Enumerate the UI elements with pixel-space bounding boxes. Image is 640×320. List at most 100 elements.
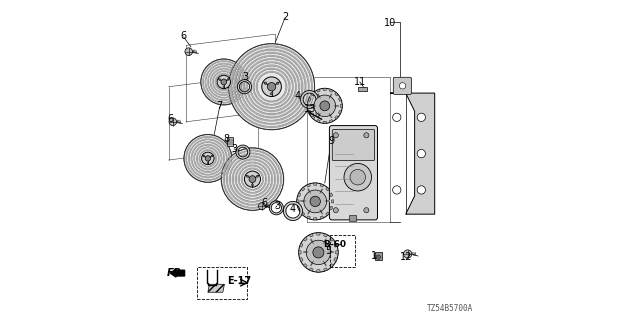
Circle shape [314,95,335,116]
Text: 4: 4 [294,91,301,101]
Bar [349,215,356,221]
Polygon shape [308,110,311,114]
Circle shape [219,79,221,80]
Polygon shape [330,89,333,92]
Circle shape [313,247,324,258]
Polygon shape [317,89,320,92]
Text: 3: 3 [242,72,248,82]
Polygon shape [297,200,299,203]
Polygon shape [307,184,310,187]
Circle shape [244,171,260,187]
Polygon shape [323,121,326,123]
Circle shape [417,149,426,158]
Bar [330,235,355,267]
Text: 10: 10 [384,18,396,28]
Polygon shape [320,184,324,187]
Circle shape [201,59,246,105]
Circle shape [364,133,369,138]
FancyBboxPatch shape [332,130,374,161]
Polygon shape [334,243,337,247]
Circle shape [262,77,282,97]
Text: 6: 6 [168,114,174,124]
Circle shape [217,75,230,89]
Circle shape [211,156,212,157]
Polygon shape [340,104,342,108]
Bar [358,87,367,91]
Text: 3: 3 [274,201,280,211]
Text: 9: 9 [328,136,334,146]
Circle shape [306,240,331,265]
Circle shape [221,79,227,85]
Polygon shape [307,216,310,219]
Polygon shape [300,243,303,247]
Circle shape [364,208,369,213]
Text: 12: 12 [400,252,412,262]
Polygon shape [314,183,317,185]
Circle shape [259,203,266,210]
Text: 1: 1 [371,251,377,260]
Circle shape [203,156,205,157]
Circle shape [333,208,339,213]
Polygon shape [299,251,301,254]
Circle shape [297,183,333,220]
Circle shape [205,156,211,161]
Polygon shape [300,258,303,261]
Polygon shape [324,234,328,237]
Polygon shape [339,110,342,114]
Text: 11: 11 [354,77,366,87]
Circle shape [221,148,284,210]
Polygon shape [298,193,301,196]
Circle shape [299,233,338,272]
Polygon shape [308,98,311,101]
Circle shape [270,92,273,95]
Circle shape [344,164,371,191]
Polygon shape [303,237,307,241]
Polygon shape [339,98,342,101]
Circle shape [207,162,209,164]
Circle shape [399,83,406,89]
Polygon shape [320,216,324,219]
Circle shape [185,48,193,55]
Polygon shape [298,206,301,210]
Polygon shape [330,264,333,268]
Circle shape [310,196,321,207]
Bar [197,268,246,299]
Polygon shape [332,200,333,203]
Text: 4: 4 [290,204,296,214]
Polygon shape [335,116,338,119]
Polygon shape [301,212,305,216]
Circle shape [268,83,276,91]
Circle shape [257,175,259,177]
Circle shape [276,82,279,84]
Polygon shape [317,270,320,272]
Circle shape [227,79,228,80]
Circle shape [393,186,401,194]
Circle shape [307,88,342,123]
Polygon shape [309,268,313,271]
Circle shape [304,190,326,213]
Polygon shape [330,193,333,196]
Polygon shape [301,187,305,191]
Circle shape [403,250,412,258]
Circle shape [393,113,401,122]
Text: E-17: E-17 [227,276,251,286]
FancyArrow shape [170,269,184,277]
Polygon shape [307,104,309,108]
Circle shape [252,184,253,186]
Polygon shape [335,92,338,96]
Circle shape [264,82,267,84]
Circle shape [169,118,177,125]
Text: 5: 5 [325,246,331,256]
Text: B-60: B-60 [323,240,346,249]
Text: FR.: FR. [166,268,186,278]
Circle shape [184,134,232,182]
Circle shape [350,170,365,185]
Bar [375,252,382,260]
Circle shape [320,101,330,111]
Polygon shape [336,251,338,254]
Circle shape [246,175,248,177]
Circle shape [202,152,214,165]
Text: 6: 6 [180,31,187,41]
Text: 13: 13 [304,104,317,114]
Polygon shape [330,119,333,123]
